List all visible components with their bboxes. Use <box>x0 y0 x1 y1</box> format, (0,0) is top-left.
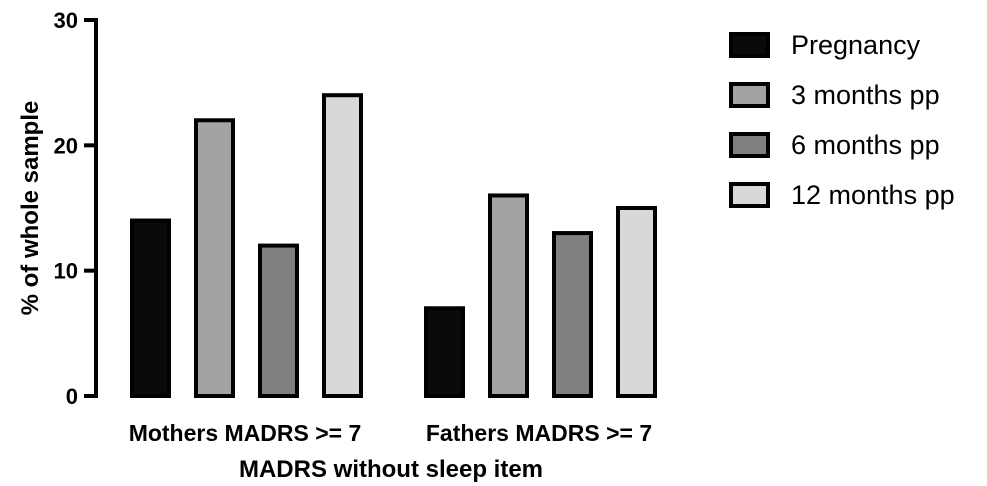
bar <box>322 93 363 398</box>
legend-swatch <box>729 182 770 208</box>
legend-swatch <box>729 132 770 158</box>
x-category-label: Mothers MADRS >= 7 <box>129 420 362 446</box>
legend-label: 3 months pp <box>791 80 940 110</box>
bar <box>424 306 465 398</box>
bar <box>488 193 529 398</box>
legend-swatch <box>729 32 770 58</box>
y-tick-label: 0 <box>66 384 78 409</box>
y-tick-label: 10 <box>54 259 78 284</box>
y-axis-title: % of whole sample <box>17 101 44 316</box>
axes-group: 0 10 20 30 <box>54 8 98 409</box>
legend-label: 6 months pp <box>791 130 940 160</box>
bars-group <box>130 93 657 399</box>
legend: Pregnancy 3 months pp 6 months pp 12 months… <box>729 30 955 210</box>
bar <box>258 243 299 398</box>
bar <box>130 218 171 398</box>
y-tick-label: 20 <box>54 133 78 158</box>
x-category-labels: Mothers MADRS >= 7 Fathers MADRS >= 7 <box>129 420 652 446</box>
legend-swatch <box>729 82 770 108</box>
bar <box>616 206 657 398</box>
legend-label: Pregnancy <box>791 30 921 60</box>
x-axis-title: MADRS without sleep item <box>239 456 543 483</box>
bar <box>194 118 235 399</box>
y-tick-label: 30 <box>54 8 78 33</box>
legend-label: 12 months pp <box>791 180 955 210</box>
y-ticks: 0 10 20 30 <box>54 8 96 409</box>
x-category-label: Fathers MADRS >= 7 <box>426 420 652 446</box>
bar <box>552 231 593 398</box>
